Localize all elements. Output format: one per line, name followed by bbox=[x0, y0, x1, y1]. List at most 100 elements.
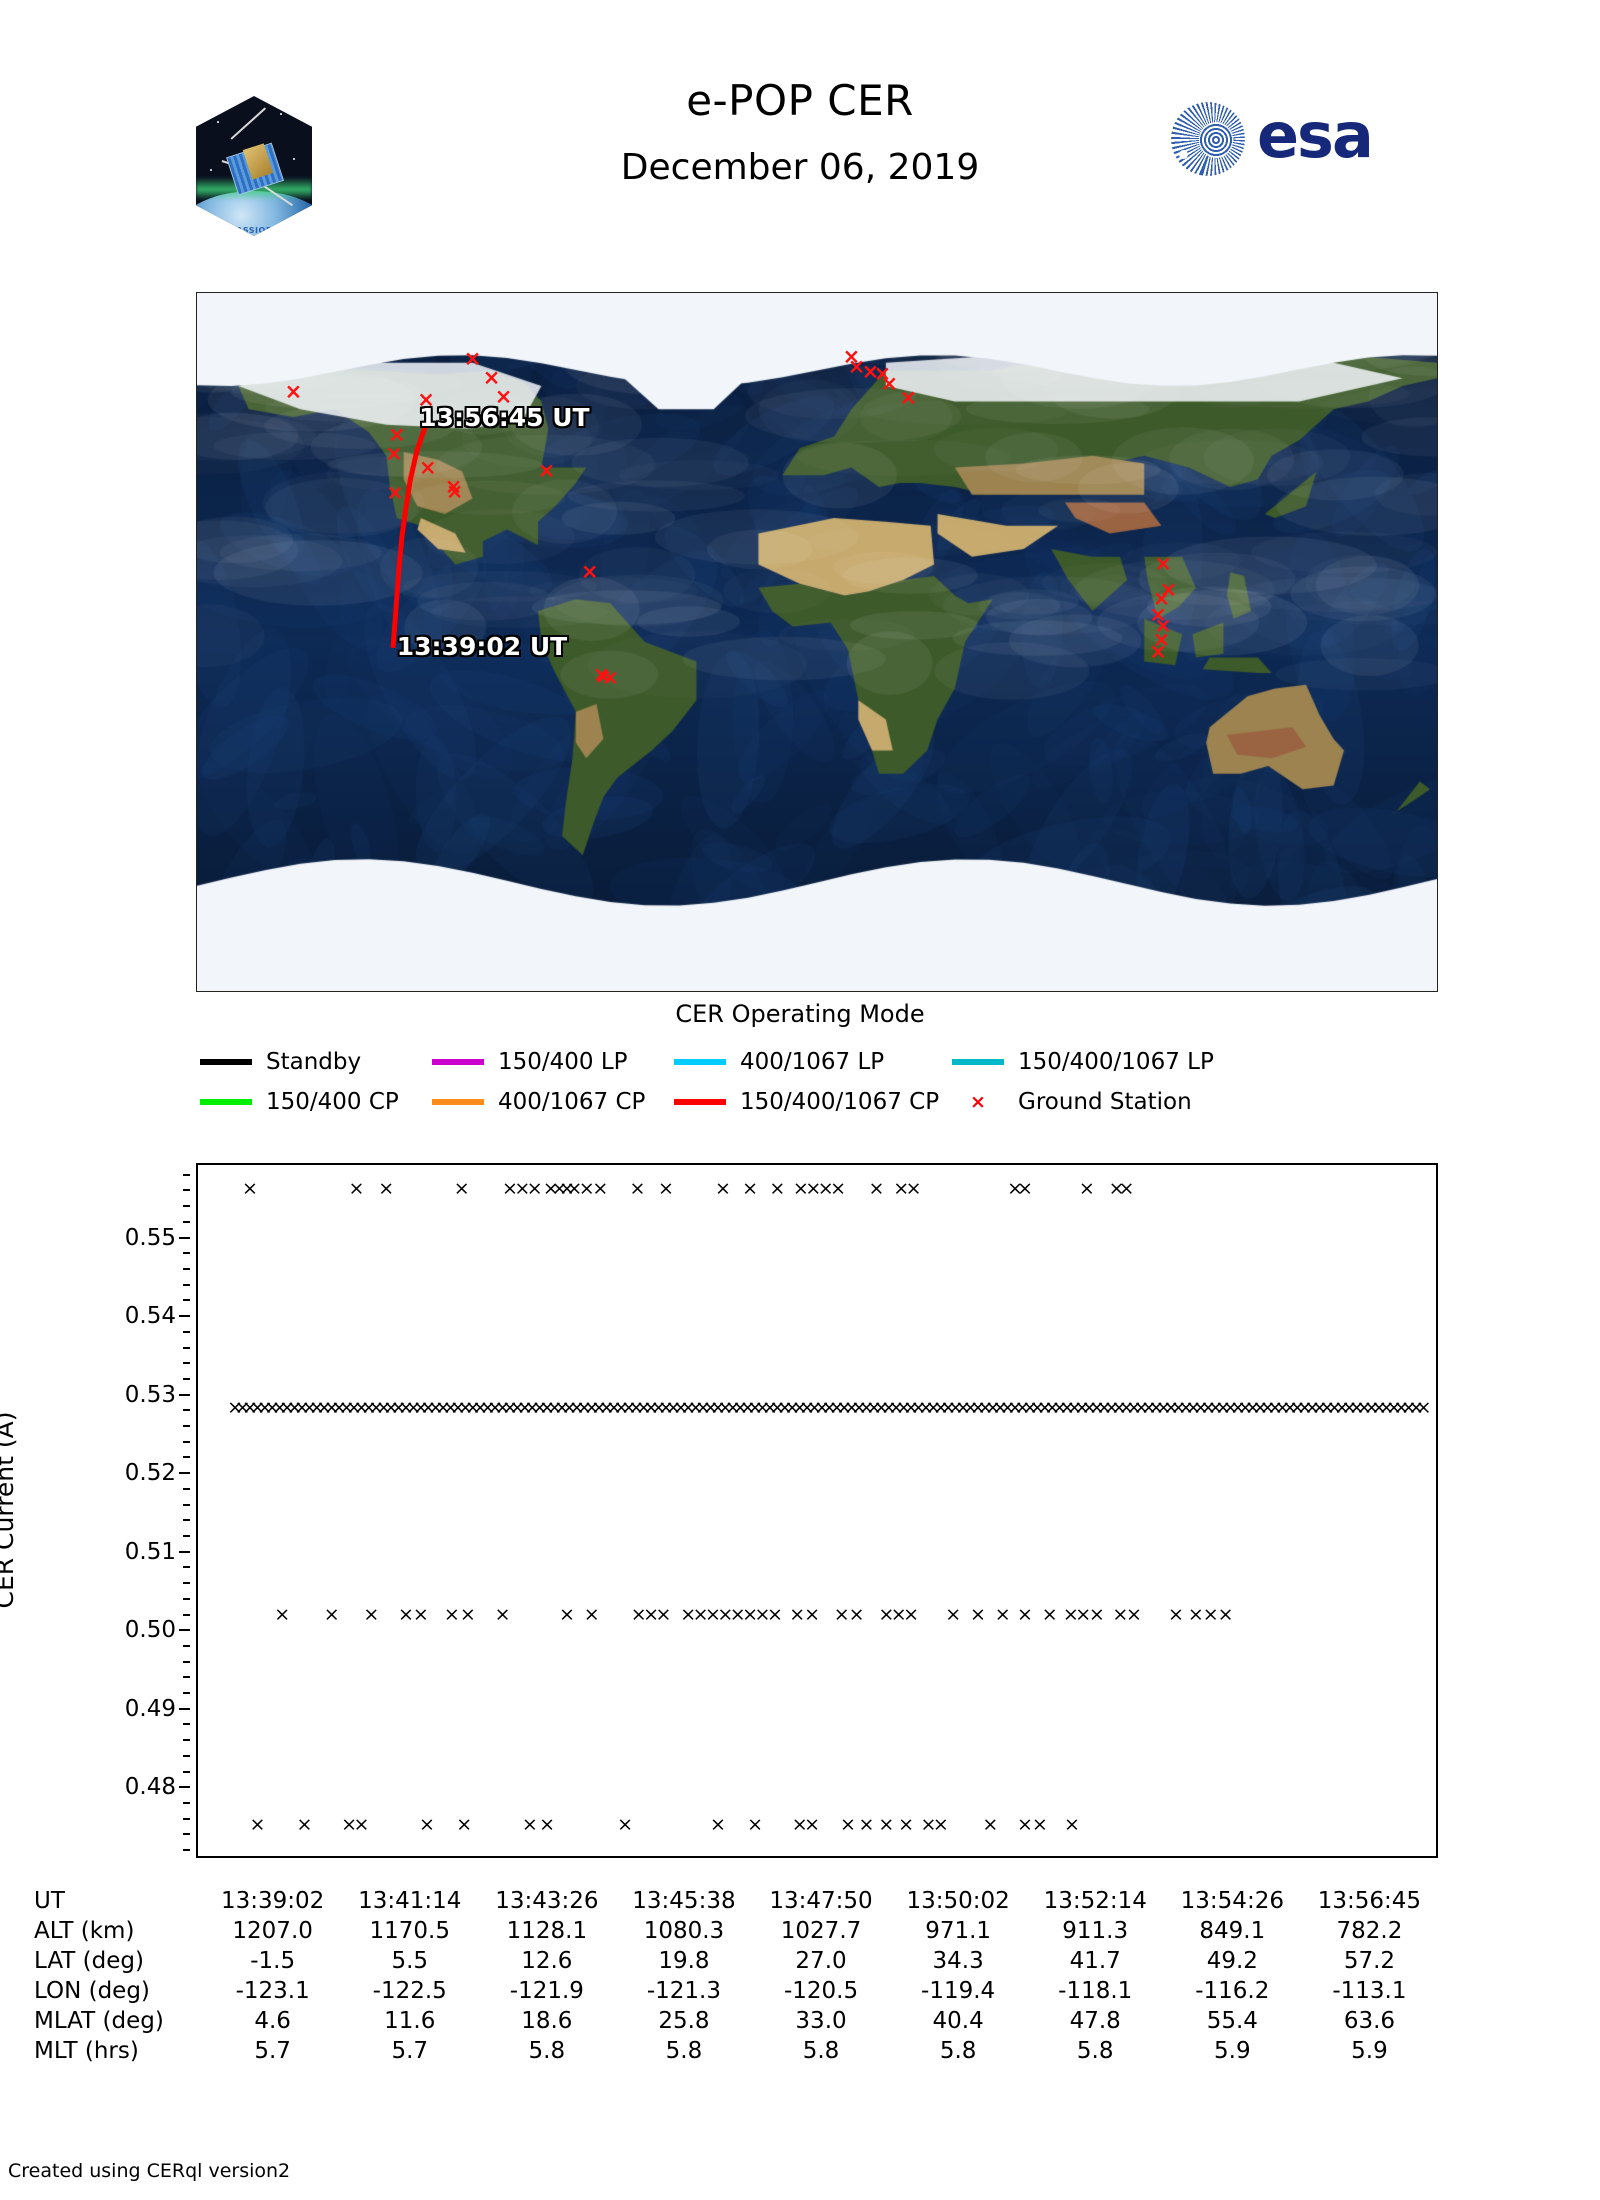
data-point: × bbox=[830, 1179, 846, 1198]
table-cell: -1.5 bbox=[204, 1946, 341, 1976]
cer-current-plot[interactable]: × × × × × × × × × × × × × × × × × × × × × × × × × × × × × × × × × × × × × × × ×… bbox=[196, 1163, 1438, 1858]
y-tick-minor bbox=[183, 1488, 190, 1490]
data-point: × bbox=[274, 1605, 290, 1624]
y-tick-minor bbox=[183, 1347, 190, 1349]
table-cell: -121.9 bbox=[478, 1976, 615, 2006]
y-tick-minor bbox=[183, 1331, 190, 1333]
legend-item-label: 150/400 CP bbox=[266, 1089, 399, 1115]
mode-legend: Standby 150/400 LP 400/1067 LP 150/400/1067… bbox=[200, 1042, 1440, 1122]
legend-item-ground-station[interactable]: × Ground Station bbox=[952, 1089, 1192, 1115]
satellite-ground-track bbox=[197, 293, 1437, 991]
ground-station-marker: × bbox=[881, 374, 899, 395]
table-cell: 13:45:38 bbox=[615, 1886, 752, 1916]
y-tick-major bbox=[179, 1708, 190, 1710]
table-cell: 34.3 bbox=[890, 1946, 1027, 1976]
data-point: × bbox=[324, 1605, 340, 1624]
table-cell: -121.3 bbox=[615, 1976, 752, 2006]
ground-track-map[interactable]: × × × × × × × × × × × × × × × × × × × × × × × × × × × × × 13:56:45 UT… bbox=[196, 292, 1438, 992]
table-cell: 5.7 bbox=[341, 2036, 478, 2066]
table-cell: -116.2 bbox=[1164, 1976, 1301, 2006]
data-point: × bbox=[617, 1815, 633, 1834]
data-point: × bbox=[747, 1815, 763, 1834]
data-point: × bbox=[249, 1815, 265, 1834]
legend-item-400-1067-cp[interactable]: 400/1067 CP bbox=[432, 1089, 645, 1115]
ground-station-marker: × bbox=[1149, 641, 1167, 662]
y-tick-minor bbox=[183, 1504, 190, 1506]
star-icon bbox=[280, 113, 282, 115]
table-cell: 47.8 bbox=[1027, 2006, 1164, 2036]
y-tick-minor bbox=[183, 1425, 190, 1427]
table-cell: 63.6 bbox=[1301, 2006, 1438, 2036]
y-tick-minor bbox=[183, 1252, 190, 1254]
y-tick-minor bbox=[183, 1205, 190, 1207]
ground-station-marker: × bbox=[602, 667, 620, 688]
ground-station-marker: × bbox=[464, 348, 482, 369]
ground-station-marker: × bbox=[285, 381, 303, 402]
y-tick-minor bbox=[183, 1362, 190, 1364]
satellite-boom-icon bbox=[230, 107, 265, 139]
legend-item-label: Standby bbox=[266, 1049, 361, 1075]
table-cell: 849.1 bbox=[1164, 1916, 1301, 1946]
table-cell: 1080.3 bbox=[615, 1916, 752, 1946]
table-cell: 5.9 bbox=[1301, 2036, 1438, 2066]
data-point: × bbox=[1119, 1179, 1135, 1198]
data-point: × bbox=[1203, 1605, 1219, 1624]
data-point: × bbox=[454, 1179, 470, 1198]
y-tick-minor bbox=[183, 1598, 190, 1600]
ground-station-marker: × bbox=[419, 458, 437, 479]
legend-color-swatch bbox=[432, 1099, 484, 1105]
data-point: × bbox=[527, 1179, 543, 1198]
legend-item-label: 150/400/1067 LP bbox=[1018, 1049, 1214, 1075]
logo-hex-frame: CASSIOPE bbox=[196, 96, 312, 236]
legend-item-400-1067-lp[interactable]: 400/1067 LP bbox=[674, 1049, 884, 1075]
table-cell: 55.4 bbox=[1164, 2006, 1301, 2036]
ground-station-marker: × bbox=[385, 443, 403, 464]
table-row-header: UT bbox=[34, 1886, 204, 1916]
data-point: × bbox=[559, 1605, 575, 1624]
y-tick-minor bbox=[183, 1268, 190, 1270]
data-point: × bbox=[398, 1605, 414, 1624]
data-point: × bbox=[539, 1815, 555, 1834]
table-cell: 1128.1 bbox=[478, 1916, 615, 1946]
table-cell: 5.7 bbox=[204, 2036, 341, 2066]
legend-item-150-400-lp[interactable]: 150/400 LP bbox=[432, 1049, 628, 1075]
table-cell: 11.6 bbox=[341, 2006, 478, 2036]
table-cell: 13:41:14 bbox=[341, 1886, 478, 1916]
table-cell: 19.8 bbox=[615, 1946, 752, 1976]
y-tick-minor bbox=[183, 1676, 190, 1678]
data-point: × bbox=[834, 1605, 850, 1624]
data-point: × bbox=[413, 1605, 429, 1624]
legend-item-150-400-cp[interactable]: 150/400 CP bbox=[200, 1089, 399, 1115]
data-point: × bbox=[584, 1605, 600, 1624]
legend-item-150-400-1067-lp[interactable]: 150/400/1067 LP bbox=[952, 1049, 1214, 1075]
y-tick-label: 0.52 bbox=[125, 1460, 176, 1486]
data-point: × bbox=[945, 1605, 961, 1624]
data-point: × bbox=[1126, 1605, 1142, 1624]
table-row: LAT (deg) -1.5 5.5 12.6 19.8 27.0 34.3 41.7 49.2… bbox=[34, 1946, 1438, 1976]
table-cell: 13:43:26 bbox=[478, 1886, 615, 1916]
y-tick-minor bbox=[183, 1519, 190, 1521]
data-point: × bbox=[849, 1605, 865, 1624]
data-point: × bbox=[1188, 1605, 1204, 1624]
y-tick-minor bbox=[183, 1378, 190, 1380]
y-tick-major bbox=[179, 1394, 190, 1396]
table-cell: -118.1 bbox=[1027, 1976, 1164, 2006]
legend-title: CER Operating Mode bbox=[0, 1000, 1600, 1028]
legend-color-swatch bbox=[674, 1099, 726, 1105]
table-cell: 1027.7 bbox=[752, 1916, 889, 1946]
plot-data-area: × × × × × × × × × × × × × × × × × × × × × × × × × × × × × × × × × × × × × × × ×… bbox=[198, 1165, 1436, 1856]
data-point: × bbox=[970, 1605, 986, 1624]
data-point: × bbox=[840, 1815, 856, 1834]
table-cell: 5.8 bbox=[1027, 2036, 1164, 2066]
data-point: × bbox=[898, 1815, 914, 1834]
ground-station-marker: × bbox=[1154, 554, 1172, 575]
legend-color-swatch bbox=[952, 1059, 1004, 1065]
legend-item-150-400-1067-cp[interactable]: 150/400/1067 CP bbox=[674, 1089, 939, 1115]
data-point: × bbox=[1032, 1815, 1048, 1834]
data-point: × bbox=[868, 1179, 884, 1198]
data-point: × bbox=[933, 1815, 949, 1834]
legend-item-standby[interactable]: Standby bbox=[200, 1049, 361, 1075]
cassiope-mission-logo: CASSIOPE bbox=[196, 96, 312, 236]
data-point: × bbox=[903, 1605, 919, 1624]
data-point: × bbox=[419, 1815, 435, 1834]
